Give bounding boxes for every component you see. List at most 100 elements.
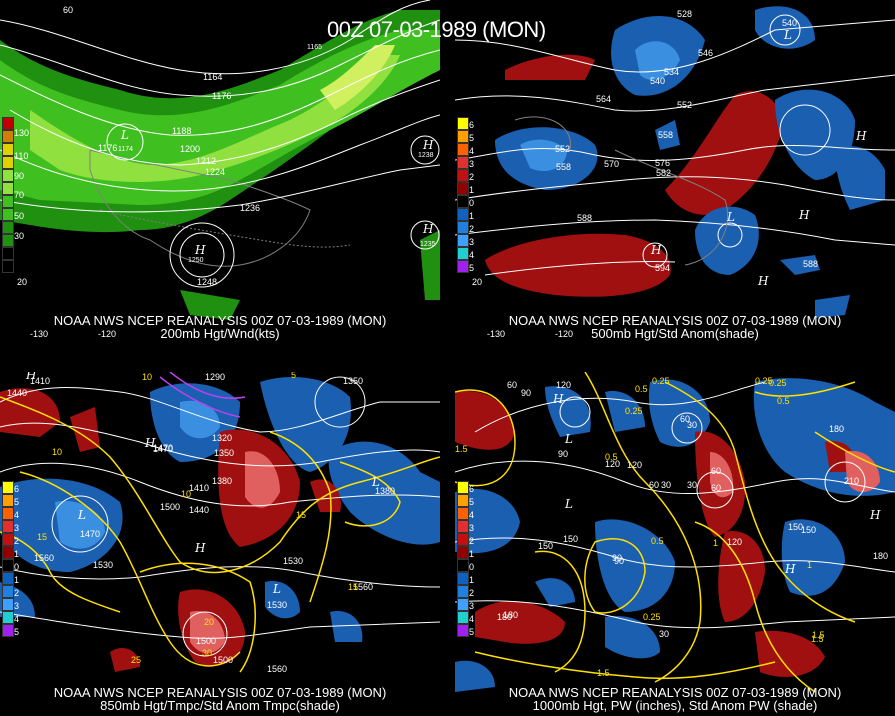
contour-label: 1238 — [418, 152, 434, 159]
legend-label: 1 — [469, 549, 475, 559]
contour-label: 558 — [658, 130, 674, 140]
contour-label: 552 — [555, 144, 571, 154]
contour-label: 588 — [803, 259, 819, 269]
temp-label: 10 — [52, 447, 63, 457]
contour-label: 180 — [497, 612, 513, 622]
contour-label: 60 — [680, 414, 691, 424]
legend-label: 3 — [469, 159, 475, 169]
contour-label: 1164 — [203, 72, 223, 82]
high-center: H — [423, 222, 434, 236]
pw-label: 0.5 — [635, 384, 648, 394]
contour-label: 1174 — [118, 146, 134, 153]
panel-200mb: 130 110 90 70 50 30 1164 1176 1176 1188 … — [0, 0, 440, 344]
contour-label: 552 — [677, 100, 693, 110]
pw-label: 0.25 — [643, 612, 661, 622]
contour-label: 1560 — [353, 582, 374, 592]
legend-label: 110 — [14, 151, 29, 161]
contour-label: 540 — [650, 76, 666, 86]
contour-label: 1500 — [213, 655, 234, 665]
contour-label: 1470 — [80, 529, 101, 539]
panel-subcaption: 1000mb Hgt, PW (inches), Std Anom PW (sh… — [532, 698, 818, 713]
contour-label: 1350 — [343, 376, 364, 386]
legend-label: 4 — [469, 250, 475, 260]
high-center: H — [195, 541, 206, 555]
legend-label: 2 — [469, 172, 475, 182]
axis-label: -120 — [98, 329, 117, 339]
contour-label: 1176 — [212, 91, 232, 101]
contour-label: 1530 — [283, 556, 304, 566]
low-center: L — [121, 128, 129, 142]
legend-label: 3 — [14, 523, 20, 533]
high-center: H — [856, 129, 867, 143]
contour-label: 60 — [649, 480, 660, 490]
contour-label: 1350 — [214, 448, 235, 458]
temp-label: 10 — [142, 372, 153, 382]
high-center: H — [799, 208, 810, 222]
legend-label: 2 — [14, 536, 20, 546]
panel-1000mb: 6 5 4 3 2 1 0 1 2 3 4 5 60 90 120 60 30 … — [455, 372, 895, 716]
pw-label: 1 — [713, 538, 719, 548]
contour-label: 1248 — [197, 277, 218, 287]
legend-label: 3 — [469, 601, 475, 611]
contour-label: 1200 — [180, 144, 201, 154]
contour-label: 1380 — [375, 486, 396, 496]
legend-1000mb — [457, 481, 469, 637]
legend-label: 4 — [469, 146, 475, 156]
pw-label: 1.5 — [812, 630, 825, 640]
contour-label: 150 — [788, 522, 804, 532]
low-center: L — [784, 28, 792, 42]
legend-label: 70 — [14, 190, 25, 200]
temp-label: 25 — [131, 655, 142, 665]
contour-label: 150 — [538, 541, 554, 551]
pw-label: 0.5 — [605, 452, 618, 462]
contour-label: 180 — [829, 424, 845, 434]
legend-label: 0 — [469, 562, 475, 572]
legend-label: 1 — [469, 575, 475, 585]
contour-label: 90 — [558, 449, 569, 459]
legend-label: 2 — [469, 224, 475, 234]
contour-label: 150 — [563, 534, 579, 544]
pw-label: 0.25 — [755, 376, 773, 386]
legend-label: 3 — [469, 523, 475, 533]
legend-label: 30 — [14, 231, 25, 241]
legend-label: 0 — [14, 562, 20, 572]
pw-label: 0.5 — [651, 536, 664, 546]
contour-label: 1470 — [153, 443, 174, 453]
high-center: H — [145, 436, 156, 450]
contour-label: 150 — [801, 525, 817, 535]
legend-label: 5 — [469, 627, 475, 637]
contour-label: 1236 — [240, 203, 261, 213]
legend-label: 5 — [469, 133, 475, 143]
pw-label: 1.5 — [455, 444, 468, 454]
pw-label: 0.5 — [777, 396, 790, 406]
pw-label: 0.25 — [769, 378, 787, 388]
contour-label: 1410 — [30, 376, 51, 386]
legend-200mb — [2, 117, 14, 273]
high-center: H — [785, 562, 796, 576]
high-center: H — [423, 138, 434, 152]
legend-label: 6 — [469, 120, 475, 130]
temp-label: 30 — [202, 648, 213, 658]
map-850mb — [0, 372, 440, 716]
legend-label: 50 — [14, 211, 25, 221]
legend-label: 5 — [14, 627, 20, 637]
pw-label: 1.5 — [597, 668, 610, 678]
contour-label: 540 — [782, 18, 798, 28]
contour-label: 570 — [604, 159, 620, 169]
legend-500mb — [457, 117, 469, 273]
contour-label: 1250 — [188, 257, 204, 264]
high-center: H — [870, 508, 881, 522]
contour-label: 594 — [655, 263, 671, 273]
contour-label: 1410 — [189, 483, 210, 493]
panel-500mb: 6 5 4 3 2 1 0 1 2 3 4 5 528 534 546 540 … — [455, 0, 895, 344]
contour-label: 528 — [677, 9, 693, 19]
legend-label: 5 — [469, 497, 475, 507]
legend-label: 1 — [469, 211, 475, 221]
legend-label: 130 — [14, 128, 30, 138]
temp-label: 15 — [296, 510, 307, 520]
legend-label: 4 — [14, 614, 20, 624]
axis-label: -120 — [555, 329, 574, 339]
panel-850mb: 6 5 4 3 2 1 0 1 2 3 4 5 1410 1440 1290 1… — [0, 372, 440, 716]
contour-label: 582 — [656, 168, 672, 178]
high-center: H — [758, 274, 769, 288]
